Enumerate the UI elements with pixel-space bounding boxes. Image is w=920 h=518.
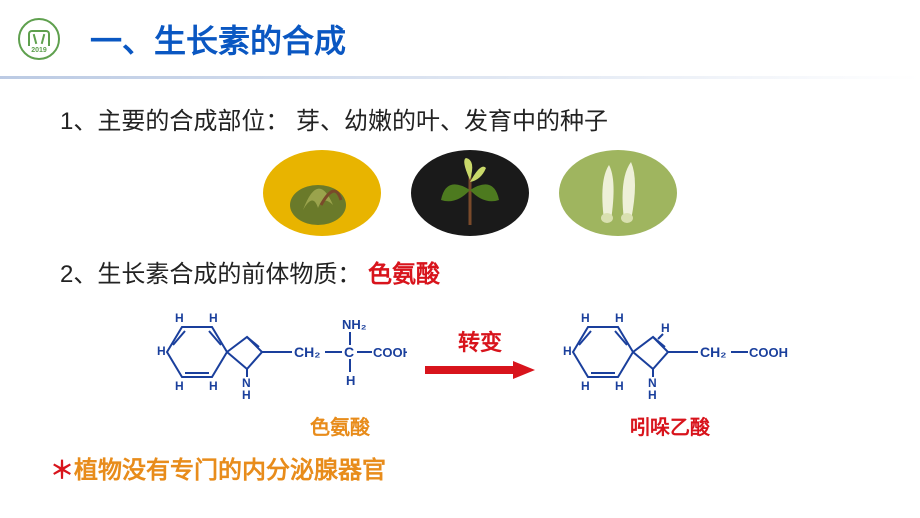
tryptophan-structure: CH₂ C COOH NH₂ H H H H H H N H [147,297,407,407]
svg-text:H: H [175,379,184,393]
svg-text:C: C [344,344,354,360]
logo-badge: 2019 [18,18,60,60]
footnote-text: 植物没有专门的内分泌腺器官 [74,457,386,484]
svg-text:NH₂: NH₂ [342,317,367,332]
svg-text:H: H [581,311,590,325]
badge-year: 2019 [31,47,47,54]
svg-text:H: H [242,388,251,402]
point-2: 2、生长素合成的前体物质： 色氨酸 [60,254,880,289]
svg-text:H: H [157,344,166,358]
chemistry-row: CH₂ C COOH NH₂ H H H H H H N H [60,297,880,407]
svg-text:H: H [581,379,590,393]
svg-text:H: H [661,321,670,335]
footnote: ＊植物没有专门的内分泌腺器官 [50,450,880,485]
chem-labels-row: 色氨酸 吲哚乙酸 [140,411,880,440]
iaa-label: 吲哚乙酸 [630,411,710,440]
footnote-star: ＊ [50,457,74,484]
point-1-value: 芽、幼嫩的叶、发育中的种子 [296,108,608,135]
svg-text:H: H [209,379,218,393]
thumb-seed [559,150,677,236]
point-2-value: 色氨酸 [368,261,440,288]
tryptophan-label: 色氨酸 [310,411,370,440]
svg-text:H: H [209,311,218,325]
svg-text:H: H [346,373,355,388]
svg-text:H: H [175,311,184,325]
point-1-label: 1、主要的合成部位： [60,108,289,135]
point-2-label: 2、生长素合成的前体物质： [60,261,361,288]
thumb-bud [263,150,381,236]
section-title: 一、生长素的合成 [90,16,346,62]
svg-text:COOH: COOH [749,345,788,360]
svg-text:H: H [648,388,657,402]
svg-text:COOH: COOH [373,345,407,360]
svg-text:H: H [615,311,624,325]
thumb-leaf [411,150,529,236]
svg-text:H: H [615,379,624,393]
transform-arrow-icon [425,361,535,379]
thumbnail-row [60,150,880,236]
svg-text:CH₂: CH₂ [700,344,726,360]
svg-text:CH₂: CH₂ [294,344,320,360]
arrow-label: 转变 [458,325,502,357]
svg-text:H: H [563,344,572,358]
point-1: 1、主要的合成部位： 芽、幼嫩的叶、发育中的种子 [60,101,880,136]
iaa-structure: CH₂ COOH H H H H H N H H [553,297,793,407]
divider [0,76,920,79]
